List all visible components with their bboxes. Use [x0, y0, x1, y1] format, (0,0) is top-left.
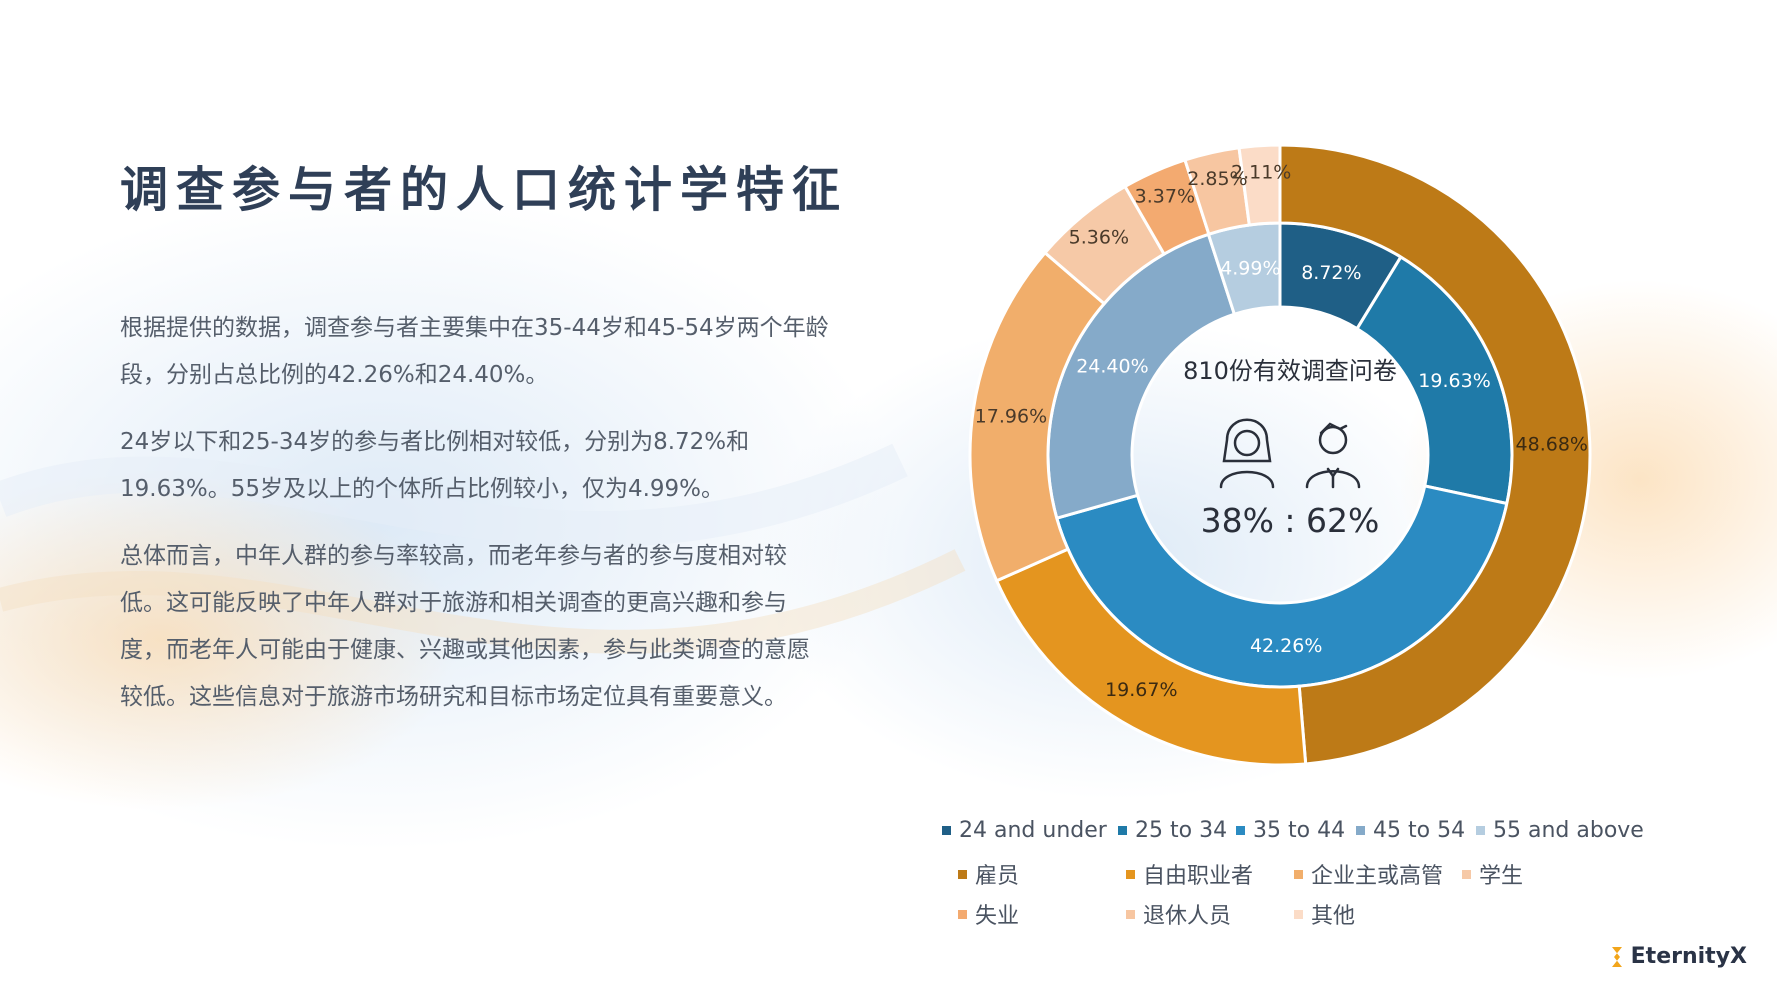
legend-marker: [1294, 869, 1303, 879]
outer-slice-0[interactable]: [1278, 143, 1592, 766]
legend-item-other: 其他: [1294, 898, 1355, 930]
brand-logo: EternityX: [1609, 944, 1747, 969]
inner-slice-label-4: 4.99%: [1220, 257, 1280, 279]
legend-label: 失业: [975, 904, 1020, 929]
gender-ratio: 38% : 62%: [1201, 501, 1380, 540]
outer-slice-label-4: 3.37%: [1135, 185, 1195, 207]
legend-row-occupation-1: 雇员 自由职业者 企业主或高管 学生: [930, 858, 1710, 898]
paragraph-young-old: 24岁以下和25-34岁的参与者比例相对较低，分别为8.72%和19.63%。5…: [120, 429, 750, 502]
legend-label: 学生: [1479, 864, 1524, 889]
chart-legend: 24 and under 25 to 34 35 to 44 45 to 54 …: [930, 818, 1710, 938]
legend-marker: [1126, 909, 1135, 919]
inner-slice-label-0: 8.72%: [1301, 262, 1361, 284]
legend-marker: [1118, 826, 1127, 835]
legend-item-24-and-under: 24 and under: [942, 818, 1107, 843]
outer-slice-label-5: 2.85%: [1187, 168, 1247, 190]
legend-marker: [1236, 826, 1245, 835]
legend-item-45-to-54: 45 to 54: [1356, 818, 1465, 843]
legend-item-business-owner: 企业主或高管: [1294, 858, 1443, 890]
inner-slice-label-2: 42.26%: [1250, 635, 1322, 657]
legend-item-55-and-above: 55 and above: [1476, 818, 1644, 843]
legend-item-employee: 雇员: [958, 858, 1019, 890]
legend-marker: [942, 826, 951, 835]
legend-marker: [1294, 909, 1303, 919]
legend-label: 45 to 54: [1373, 818, 1466, 843]
legend-label: 35 to 44: [1253, 818, 1346, 843]
legend-marker: [1356, 826, 1365, 835]
paragraph-summary: 总体而言，中年人群的参与率较高，而老年参与者的参与度相对较低。这可能反映了中年人…: [120, 543, 810, 710]
legend-label: 55 and above: [1493, 818, 1644, 843]
legend-label: 企业主或高管: [1311, 864, 1444, 889]
paragraph-age-concentration: 根据提供的数据，调查参与者主要集中在35-44岁和45-54岁两个年龄段，分别占…: [120, 315, 829, 388]
legend-row-occupation-2: 失业 退休人员 其他: [930, 898, 1710, 938]
outer-slice-label-3: 5.36%: [1069, 226, 1129, 248]
donut-chart: 8.72% 19.63% 42.26% 24.40% 4.99% 48.68% 19.67%…: [968, 143, 1592, 767]
legend-label: 自由职业者: [1143, 864, 1254, 889]
legend-marker: [1462, 869, 1471, 879]
center-caption: 810份有效调查问卷: [1183, 357, 1397, 385]
outer-slice-6[interactable]: [1237, 143, 1282, 227]
female-person-icon: [1219, 418, 1275, 489]
legend-row-age: 24 and under 25 to 34 35 to 44 45 to 54 …: [930, 818, 1710, 858]
legend-marker: [1126, 869, 1135, 879]
outer-slice-label-1: 19.67%: [1105, 679, 1177, 701]
legend-item-35-to-44: 35 to 44: [1236, 818, 1345, 843]
page-title: 调查参与者的人口统计学特征: [120, 162, 849, 218]
legend-marker: [1476, 826, 1485, 835]
legend-item-unemployed: 失业: [958, 898, 1019, 930]
outer-slice-label-6: 2.11%: [1231, 162, 1291, 184]
eternityx-logo-icon: [1611, 946, 1622, 967]
legend-label: 25 to 34: [1135, 818, 1228, 843]
legend-marker: [958, 869, 967, 879]
legend-marker: [958, 909, 967, 919]
inner-slice-label-3: 24.40%: [1076, 355, 1148, 377]
legend-item-retired: 退休人员: [1126, 898, 1231, 930]
legend-label: 24 and under: [959, 818, 1107, 843]
legend-label: 其他: [1311, 904, 1356, 929]
legend-item-25-to-34: 25 to 34: [1118, 818, 1227, 843]
outer-slice-label-0: 48.68%: [1516, 434, 1588, 456]
inner-slice-label-1: 19.63%: [1418, 370, 1490, 392]
legend-item-freelancer: 自由职业者: [1126, 858, 1253, 890]
legend-item-student: 学生: [1462, 858, 1523, 890]
brand-name: EternityX: [1630, 944, 1747, 969]
male-person-icon: [1305, 422, 1361, 489]
legend-label: 雇员: [975, 864, 1020, 889]
legend-label: 退休人员: [1143, 904, 1232, 929]
description-text: 根据提供的数据，调查参与者主要集中在35-44岁和45-54岁两个年龄段，分别占…: [120, 305, 830, 741]
outer-slice-label-2: 17.96%: [975, 405, 1047, 427]
